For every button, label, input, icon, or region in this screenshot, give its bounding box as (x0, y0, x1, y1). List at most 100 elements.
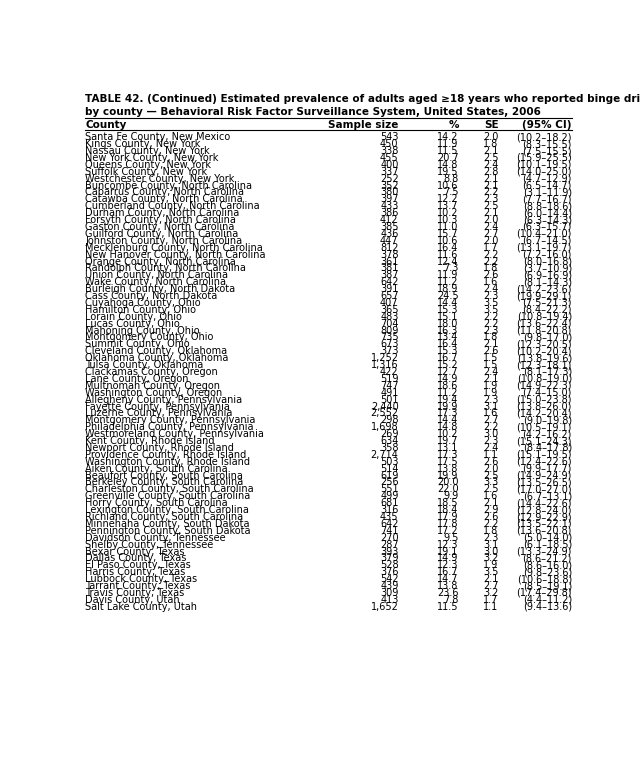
Text: 3.5: 3.5 (483, 305, 499, 315)
Text: 361: 361 (380, 257, 399, 267)
Text: Cleveland County, Oklahoma: Cleveland County, Oklahoma (85, 347, 227, 356)
Text: (6.3–14.3): (6.3–14.3) (523, 215, 572, 225)
Text: Berkeley County, South Carolina: Berkeley County, South Carolina (85, 477, 244, 487)
Text: Aiken County, South Carolina: Aiken County, South Carolina (85, 464, 228, 473)
Text: (6.1–18.5): (6.1–18.5) (522, 540, 572, 549)
Text: 13.4: 13.4 (437, 332, 459, 343)
Text: Luzerne County, Pennsylvania: Luzerne County, Pennsylvania (85, 408, 233, 419)
Text: (9.9–17.7): (9.9–17.7) (522, 464, 572, 473)
Text: 373: 373 (380, 347, 399, 356)
Text: 2.2: 2.2 (483, 257, 499, 267)
Text: Beaufort County, South Carolina: Beaufort County, South Carolina (85, 470, 243, 480)
Text: 352: 352 (380, 181, 399, 191)
Text: (15.9–25.5): (15.9–25.5) (516, 153, 572, 163)
Text: 16.7: 16.7 (437, 353, 459, 363)
Text: %: % (448, 120, 459, 130)
Text: (10.8–19.0): (10.8–19.0) (517, 374, 572, 384)
Text: Kings County, New York: Kings County, New York (85, 139, 201, 149)
Text: 2.4: 2.4 (483, 160, 499, 169)
Text: 385: 385 (380, 222, 399, 232)
Text: 657: 657 (380, 291, 399, 301)
Text: 2.3: 2.3 (483, 325, 499, 336)
Text: Dallas County, Texas: Dallas County, Texas (85, 553, 187, 563)
Text: (9.4–13.6): (9.4–13.6) (523, 602, 572, 612)
Text: 10.2: 10.2 (437, 208, 459, 218)
Text: 2.8: 2.8 (483, 166, 499, 177)
Text: 15.3: 15.3 (437, 305, 459, 315)
Text: (12.3–20.5): (12.3–20.5) (516, 340, 572, 350)
Text: 1.1: 1.1 (483, 602, 499, 612)
Text: Johnston County, North Carolina: Johnston County, North Carolina (85, 236, 242, 245)
Text: 1.8: 1.8 (483, 139, 499, 149)
Text: 619: 619 (380, 470, 399, 480)
Text: 358: 358 (380, 443, 399, 453)
Text: Montgomery County, Ohio: Montgomery County, Ohio (85, 332, 213, 343)
Text: 16.4: 16.4 (437, 340, 459, 350)
Text: 1.8: 1.8 (483, 264, 499, 274)
Text: Wake County, North Carolina: Wake County, North Carolina (85, 277, 226, 287)
Text: 519: 519 (380, 374, 399, 384)
Text: 3.2: 3.2 (483, 553, 499, 563)
Text: (15.1–24.3): (15.1–24.3) (517, 436, 572, 446)
Text: 439: 439 (380, 581, 399, 591)
Text: 2.1: 2.1 (483, 181, 499, 191)
Text: 634: 634 (380, 436, 399, 446)
Text: 3.0: 3.0 (483, 429, 499, 439)
Text: (8.4–17.8): (8.4–17.8) (522, 443, 572, 453)
Text: (9.8–23.6): (9.8–23.6) (522, 567, 572, 578)
Text: (3.7–10.9): (3.7–10.9) (522, 264, 572, 274)
Text: by county — Behavioral Risk Factor Surveillance System, United States, 2006: by county — Behavioral Risk Factor Surve… (85, 107, 541, 117)
Text: (15.0–23.8): (15.0–23.8) (517, 394, 572, 404)
Text: 18.6: 18.6 (437, 381, 459, 391)
Text: 436: 436 (380, 229, 399, 239)
Text: Bexar County, Texas: Bexar County, Texas (85, 546, 185, 556)
Text: Lexington County, South Carolina: Lexington County, South Carolina (85, 505, 249, 515)
Text: 433: 433 (380, 201, 399, 211)
Text: 1.7: 1.7 (483, 242, 499, 252)
Text: 3.3: 3.3 (483, 477, 499, 487)
Text: 1.8: 1.8 (483, 332, 499, 343)
Text: 378: 378 (380, 249, 399, 260)
Text: Gaston County, North Carolina: Gaston County, North Carolina (85, 222, 235, 232)
Text: 2.2: 2.2 (483, 312, 499, 321)
Text: Forsyth County, North Carolina: Forsyth County, North Carolina (85, 215, 236, 225)
Text: Nassau County, New York: Nassau County, New York (85, 146, 210, 156)
Text: Philadelphia County, Pennsylvania: Philadelphia County, Pennsylvania (85, 423, 254, 432)
Text: Mecklenburg County, North Carolina: Mecklenburg County, North Carolina (85, 242, 263, 252)
Text: 3.1: 3.1 (483, 401, 499, 411)
Text: 2,440: 2,440 (370, 401, 399, 411)
Text: (14.2–23.6): (14.2–23.6) (517, 284, 572, 294)
Text: (6.7–13.1): (6.7–13.1) (522, 491, 572, 502)
Text: 380: 380 (380, 188, 399, 198)
Text: 298: 298 (380, 415, 399, 426)
Text: 19.7: 19.7 (437, 436, 459, 446)
Text: 2.3: 2.3 (483, 394, 499, 404)
Text: (12.8–24.0): (12.8–24.0) (517, 505, 572, 515)
Text: 741: 741 (380, 526, 399, 536)
Text: 18.4: 18.4 (437, 505, 459, 515)
Text: 3.1: 3.1 (483, 540, 499, 549)
Text: 499: 499 (380, 491, 399, 502)
Text: (13.8–26.0): (13.8–26.0) (517, 401, 572, 411)
Text: 14.4: 14.4 (437, 415, 459, 426)
Text: 19.9: 19.9 (437, 401, 459, 411)
Text: 543: 543 (380, 132, 399, 142)
Text: (8.5–19.1): (8.5–19.1) (522, 581, 572, 591)
Text: Mahoning County, Ohio: Mahoning County, Ohio (85, 325, 200, 336)
Text: 16.7: 16.7 (437, 567, 459, 578)
Text: Sample size: Sample size (328, 120, 399, 130)
Text: Minnehaha County, South Dakota: Minnehaha County, South Dakota (85, 519, 249, 529)
Text: 10.3: 10.3 (437, 215, 459, 225)
Text: (10.6–18.8): (10.6–18.8) (517, 574, 572, 584)
Text: 2.5: 2.5 (483, 201, 499, 211)
Text: 15.3: 15.3 (437, 347, 459, 356)
Text: 412: 412 (380, 215, 399, 225)
Text: (13.8–19.6): (13.8–19.6) (517, 353, 572, 363)
Text: 1.5: 1.5 (483, 353, 499, 363)
Text: 812: 812 (380, 242, 399, 252)
Text: Harris County, Texas: Harris County, Texas (85, 567, 185, 578)
Text: 14.4: 14.4 (437, 298, 459, 308)
Text: (17.0–27.0): (17.0–27.0) (516, 484, 572, 495)
Text: 503: 503 (380, 457, 399, 467)
Text: 542: 542 (380, 574, 399, 584)
